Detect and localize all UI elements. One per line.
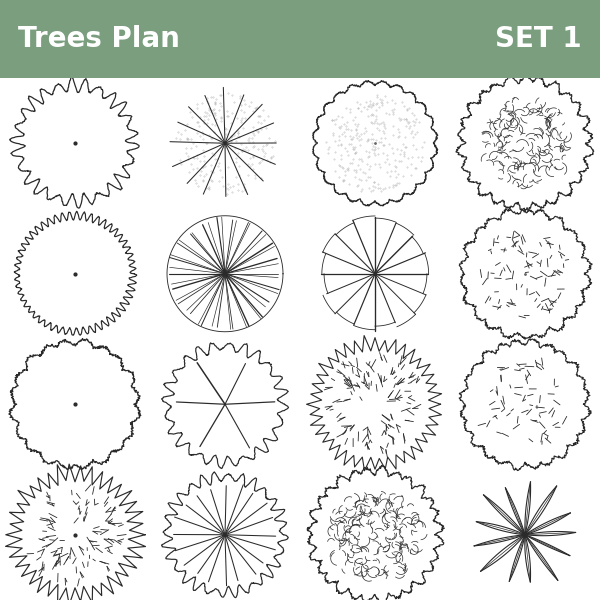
Text: SET 1: SET 1 xyxy=(496,25,582,53)
Text: Trees Plan: Trees Plan xyxy=(18,25,180,53)
Bar xyxy=(0,0,600,78)
